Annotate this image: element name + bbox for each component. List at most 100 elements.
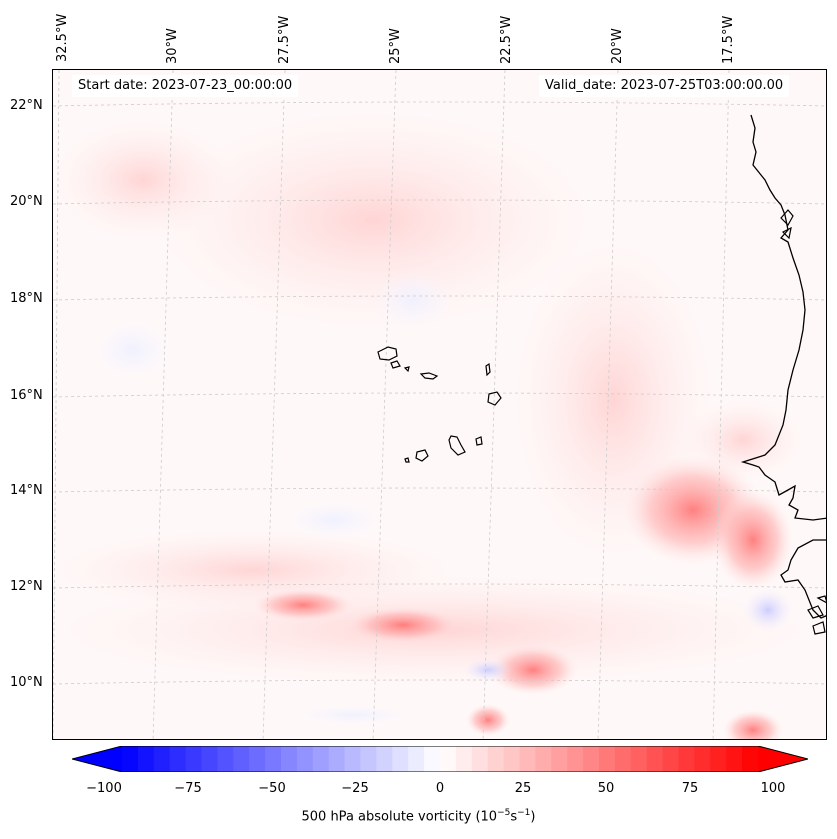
colorbar-tick-50: 50 bbox=[597, 781, 615, 796]
colorbar-segment bbox=[392, 746, 409, 772]
colorbar-segment bbox=[328, 746, 346, 772]
colorbar-segment bbox=[233, 746, 250, 772]
colorbar-segment bbox=[217, 746, 234, 772]
colorbar-segment bbox=[360, 746, 377, 772]
coastal-islet-1 bbox=[780, 209, 794, 226]
vorticity-field-pink-north bbox=[153, 110, 593, 330]
cape-verde-santa-luzia bbox=[403, 366, 410, 373]
colorbar-tick-minus100: −100 bbox=[86, 781, 122, 796]
bissagos-island-2 bbox=[812, 621, 826, 635]
colorbar-tick-minus75: −75 bbox=[174, 781, 202, 796]
lon-label-30w: 30°W bbox=[165, 28, 180, 64]
colorbar-tick-100: 100 bbox=[760, 781, 786, 796]
colorbar-segment bbox=[519, 746, 536, 772]
vorticity-neg-sw bbox=[293, 705, 413, 725]
cape-verde-sal bbox=[485, 362, 491, 377]
lon-label-32.5w: 32.5°W bbox=[55, 13, 70, 62]
lat-label-20n: 20°N bbox=[10, 194, 43, 209]
cape-verde-santiago bbox=[448, 435, 466, 456]
colorbar-segment bbox=[710, 746, 727, 772]
lat-label-18n: 18°N bbox=[10, 291, 43, 306]
lat-label-22n: 22°N bbox=[10, 98, 43, 113]
colorbar-extend-min bbox=[72, 746, 122, 772]
colorbar-segment bbox=[471, 746, 489, 772]
colorbar-segment bbox=[662, 746, 679, 772]
colorbar-segment bbox=[296, 746, 314, 772]
colorbar-tick-75: 75 bbox=[681, 781, 699, 796]
lon-label-27.5w: 27.5°W bbox=[277, 15, 292, 64]
colorbar-segments bbox=[72, 746, 808, 772]
cape-verde-boa-vista bbox=[487, 391, 502, 406]
colorbar-segment bbox=[551, 746, 568, 772]
vorticity-core-band-b bbox=[253, 589, 353, 621]
lat-label-10n: 10°N bbox=[10, 675, 43, 690]
colorbar-segment bbox=[567, 746, 584, 772]
vorticity-core-coast2 bbox=[713, 490, 793, 590]
cape-verde-sao-nicolau bbox=[419, 372, 439, 380]
colorbar-segment bbox=[599, 746, 616, 772]
lat-label-14n: 14°N bbox=[10, 483, 43, 498]
vorticity-map bbox=[53, 70, 826, 739]
colorbar-segment bbox=[281, 746, 298, 772]
coastal-islet-2 bbox=[781, 226, 792, 240]
lon-label-25w: 25°W bbox=[388, 28, 403, 64]
colorbar-segment bbox=[678, 746, 695, 772]
cape-verde-fogo bbox=[415, 449, 429, 462]
vorticity-field-pink-nw bbox=[53, 120, 233, 240]
start-date-label: Start date: 2023-07-23_00:00:00 bbox=[72, 75, 299, 97]
colorbar-segment bbox=[503, 746, 520, 772]
colorbar-segment bbox=[153, 746, 171, 772]
vorticity-core-band-c bbox=[488, 645, 578, 695]
vorticity-neg-center bbox=[373, 270, 453, 330]
vorticity-core-se bbox=[723, 710, 783, 739]
colorbar-segment bbox=[408, 746, 425, 772]
graticule bbox=[53, 70, 826, 739]
vorticity-core-band-a bbox=[348, 607, 458, 643]
vorticity-neg-mid bbox=[283, 500, 383, 540]
colorbar-segment bbox=[249, 746, 266, 772]
vorticity-neg-west bbox=[93, 320, 173, 380]
colorbar-segment bbox=[742, 746, 759, 772]
lon-label-17.5w: 17.5°W bbox=[721, 15, 736, 64]
vorticity-neg-south bbox=[463, 658, 513, 682]
colorbar-segment bbox=[376, 746, 393, 772]
cape-verde-maio bbox=[475, 436, 483, 446]
bissagos-island-3 bbox=[816, 595, 826, 604]
colorbar-segment bbox=[694, 746, 711, 772]
colorbar-segment bbox=[312, 746, 330, 772]
colorbar-segment bbox=[535, 746, 552, 772]
colorbar-segment bbox=[265, 746, 282, 772]
cape-verde-santo-antao bbox=[377, 346, 398, 361]
map-panel[interactable] bbox=[52, 69, 827, 740]
colorbar-segment bbox=[440, 746, 457, 772]
bissagos-island-1 bbox=[807, 605, 824, 619]
lon-label-20w: 20°W bbox=[610, 28, 625, 64]
colorbar-segment bbox=[169, 746, 187, 772]
vorticity-neg-coast bbox=[743, 588, 793, 632]
colorbar-segment bbox=[630, 746, 648, 772]
cape-verde-sao-vicente bbox=[390, 360, 401, 369]
colorbar bbox=[72, 746, 808, 772]
colorbar-segment bbox=[344, 746, 361, 772]
lat-label-16n: 16°N bbox=[10, 388, 43, 403]
colorbar-segment bbox=[201, 746, 218, 772]
colorbar-segment bbox=[487, 746, 505, 772]
colorbar-segment bbox=[614, 746, 632, 772]
valid-date-label: Valid_date: 2023-07-25T03:00:00.00 bbox=[539, 75, 790, 97]
colorbar-segment bbox=[137, 746, 155, 772]
colorbar-tick-minus50: −50 bbox=[258, 781, 286, 796]
colorbar-segment bbox=[583, 746, 600, 772]
cape-verde-brava bbox=[404, 457, 410, 463]
colorbar-segment bbox=[185, 746, 202, 772]
colorbar-segment bbox=[424, 746, 441, 772]
colorbar-segment bbox=[646, 746, 664, 772]
colorbar-tick-0: 0 bbox=[435, 781, 445, 796]
colorbar-segment bbox=[122, 746, 139, 772]
colorbar-label: 500 hPa absolute vorticity (10−5s−1) bbox=[301, 808, 536, 825]
colorbar-segment bbox=[726, 746, 743, 772]
lon-label-22.5w: 22.5°W bbox=[499, 15, 514, 64]
colorbar-tick-minus25: −25 bbox=[341, 781, 369, 796]
africa-coastline bbox=[740, 114, 826, 619]
colorbar-extend-max bbox=[758, 746, 808, 772]
vorticity-core-south bbox=[466, 704, 510, 736]
